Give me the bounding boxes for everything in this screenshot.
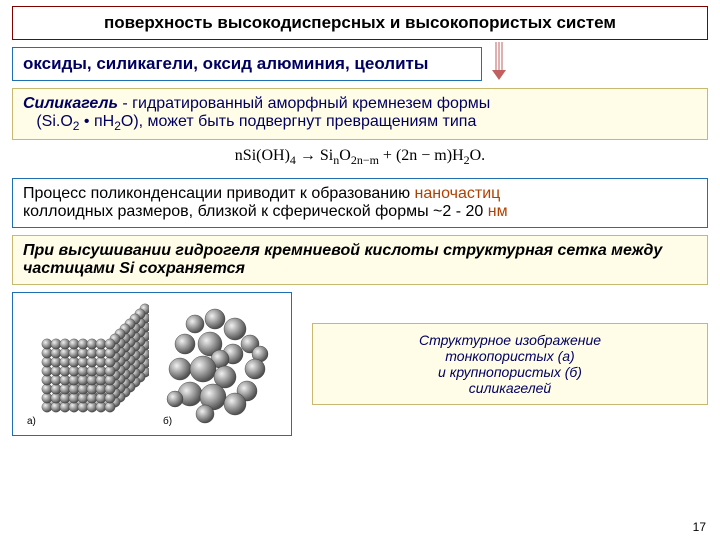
cap-l3: и крупнопористых (б) — [438, 364, 582, 380]
cap-l1: Структурное изображение — [419, 332, 601, 348]
cap-l2: тонкопористых (а) — [445, 348, 574, 364]
def-formula-a: (Si.O — [36, 113, 72, 130]
image-a: а) — [19, 299, 149, 429]
def-formula-b: • пH — [79, 113, 114, 130]
caption-box: Структурное изображение тонкопористых (а… — [312, 323, 708, 405]
bottom-row: а) б) Структурное изображение тонкопорис… — [12, 292, 708, 436]
title-box: поверхность высокодисперсных и высокопор… — [12, 6, 708, 40]
proc-nano: наночастиц — [415, 185, 501, 202]
image-frame: а) б) — [12, 292, 292, 436]
drying-box: При высушивании гидрогеля кремниевой кис… — [12, 235, 708, 285]
def-formula-c: O), может быть подвергнут превращениям т… — [121, 113, 476, 130]
subtitle-box: оксиды, силикагели, оксид алюминия, цеол… — [12, 47, 482, 81]
proc-nm: нм — [488, 203, 508, 220]
down-arrow-icon — [492, 42, 506, 80]
page-number: 17 — [693, 520, 706, 534]
proc-line1: Процесс поликонденсации приводит к образ… — [23, 185, 415, 202]
label-b: б) — [163, 416, 172, 427]
proc-line2: коллоидных размеров, близкой к сферическ… — [23, 203, 488, 220]
def-text1: - гидратированный аморфный кремнезем фор… — [118, 95, 490, 112]
cap-l4: силикагелей — [469, 380, 551, 396]
image-b: б) — [155, 299, 285, 429]
process-box: Процесс поликонденсации приводит к образ… — [12, 178, 708, 228]
definition-box: Силикагель - гидратированный аморфный кр… — [12, 88, 708, 140]
subtitle-text: оксиды, силикагели, оксид алюминия, цеол… — [23, 54, 428, 73]
reaction-formula: nSi(OH)4 → SinO2n−m + (2n − m)H2O. — [12, 147, 708, 168]
def-term: Силикагель — [23, 95, 118, 112]
title-text: поверхность высокодисперсных и высокопор… — [104, 13, 616, 32]
drying-text: При высушивании гидрогеля кремниевой кис… — [23, 242, 662, 277]
label-a: а) — [27, 416, 36, 427]
